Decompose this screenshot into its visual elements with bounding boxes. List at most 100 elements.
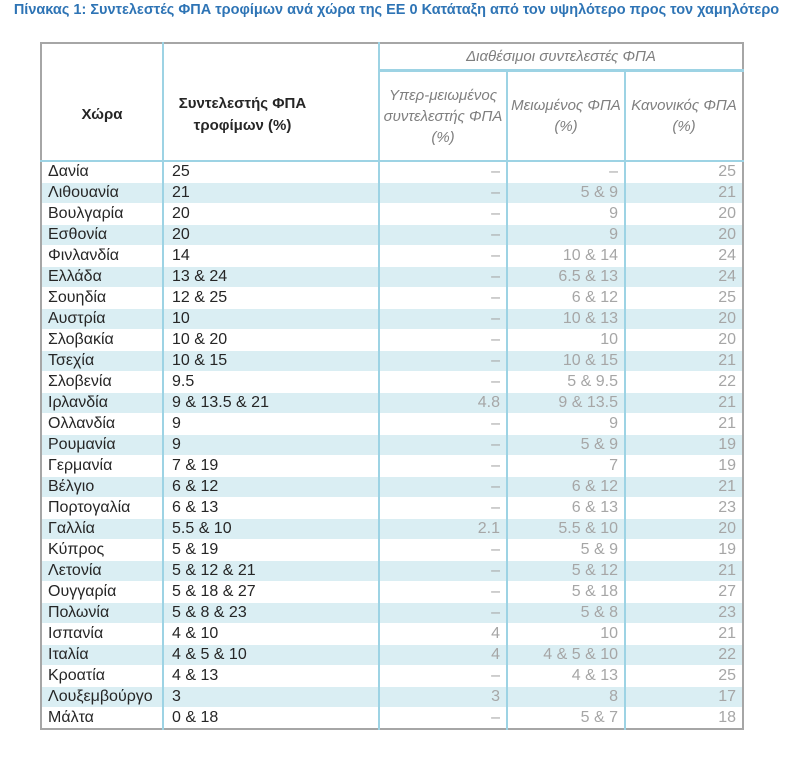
reduced-cell: 10 & 15 xyxy=(507,350,626,372)
food-rate-cell: 6 & 12 xyxy=(162,476,321,498)
standard-cell: 21 xyxy=(625,623,744,645)
super-reduced-cell: – xyxy=(378,161,508,183)
reduced-cell: 6 & 13 xyxy=(507,497,626,519)
food-rate-column-header: Συντελεστής ΦΠΑ τροφίμων (%) xyxy=(162,70,321,162)
reduced-column-header: Μειωμένος ΦΠΑ (%) xyxy=(507,70,626,162)
table-row: Ρουμανία 9 –5 & 9 19 xyxy=(41,434,744,456)
table-row: Γερμανία 7 & 19 –7 19 xyxy=(41,455,744,477)
standard-cell: 20 xyxy=(625,329,744,351)
super-reduced-cell: – xyxy=(378,497,508,519)
country-cell: Μάλτα xyxy=(41,707,163,730)
food-rate-cell: 13 & 24 xyxy=(162,266,321,288)
table-row: Δανία 25– –25 xyxy=(41,161,744,183)
table-row: Σουηδία 12 & 25 –6 & 12 25 xyxy=(41,287,744,309)
table-row: Ισπανία 4 & 10 4 10 21 xyxy=(41,623,744,645)
super-reduced-cell: – xyxy=(378,455,508,477)
standard-cell: 20 xyxy=(625,224,744,246)
table-row: Ελλάδα 13 & 24 –6.5 & 13 24 xyxy=(41,266,744,288)
super-reduced-cell: – xyxy=(378,287,508,309)
super-reduced-cell: 2.1 xyxy=(378,518,508,540)
table-row: Ολλανδία 9–9 21 xyxy=(41,413,744,435)
spacer-cell xyxy=(321,434,379,456)
reduced-cell: 5 & 8 xyxy=(507,602,626,624)
table-row: Πορτογαλία 6 & 13–6 & 13 23 xyxy=(41,497,744,519)
reduced-cell: 10 & 14 xyxy=(507,245,626,267)
country-cell: Φινλανδία xyxy=(41,245,163,267)
country-cell: Κύπρος xyxy=(41,539,163,561)
country-cell: Λετονία xyxy=(41,560,163,582)
reduced-cell: 9 & 13.5 xyxy=(507,392,626,414)
available-rates-group-header: Διαθέσιμοι συντελεστές ΦΠΑ xyxy=(378,43,744,72)
food-rate-cell: 9 & 13.5 & 21 xyxy=(162,392,321,414)
reduced-cell: 4 & 5 & 10 xyxy=(507,644,626,666)
super-reduced-cell: – xyxy=(378,203,508,225)
reduced-cell: – xyxy=(507,161,626,183)
food-rate-cell: 9.5 xyxy=(162,371,321,393)
standard-cell: 20 xyxy=(625,518,744,540)
spacer-cell xyxy=(321,560,379,582)
food-rate-cell: 5 & 12 & 21 xyxy=(162,560,321,582)
spacer-column-header xyxy=(321,70,379,162)
spacer-cell xyxy=(321,707,379,730)
standard-cell: 19 xyxy=(625,539,744,561)
standard-cell: 19 xyxy=(625,434,744,456)
country-cell: Βέλγιο xyxy=(41,476,163,498)
standard-cell: 27 xyxy=(625,581,744,603)
table-row: Κύπρος 5 & 19 –5 & 9 19 xyxy=(41,539,744,561)
reduced-cell: 6 & 12 xyxy=(507,287,626,309)
country-cell: Πορτογαλία xyxy=(41,497,163,519)
standard-cell: 24 xyxy=(625,266,744,288)
food-rate-cell: 3 xyxy=(162,686,321,708)
super-reduced-column-header: Υπερ-μειωμένος συντελεστής ΦΠΑ (%) xyxy=(378,70,508,162)
table-row: Γαλλία 5.5 & 10 2.1 5.5 & 10 20 xyxy=(41,518,744,540)
spacer-cell xyxy=(321,623,379,645)
super-reduced-cell: – xyxy=(378,245,508,267)
table-row: Εσθονία 20–9 20 xyxy=(41,224,744,246)
country-cell: Πολωνία xyxy=(41,602,163,624)
table-row: Ιταλία 4 & 5 & 10 4 4 & 5 & 10 22 xyxy=(41,644,744,666)
table-row: Σλοβενία 9.5 –5 & 9.5 22 xyxy=(41,371,744,393)
reduced-cell: 6 & 12 xyxy=(507,476,626,498)
country-cell: Ουγγαρία xyxy=(41,581,163,603)
super-reduced-cell: – xyxy=(378,308,508,330)
food-rate-cell: 10 xyxy=(162,308,321,330)
table-row: Κροατία 4 & 13–4 & 13 25 xyxy=(41,665,744,687)
food-rate-cell: 9 xyxy=(162,434,321,456)
spacer-cell xyxy=(321,224,379,246)
country-cell: Βουλγαρία xyxy=(41,203,163,225)
super-reduced-cell: – xyxy=(378,224,508,246)
reduced-cell: 5 & 18 xyxy=(507,581,626,603)
country-cell: Αυστρία xyxy=(41,308,163,330)
food-rate-cell: 6 & 13 xyxy=(162,497,321,519)
country-column-header: Χώρα xyxy=(41,70,163,162)
table-row: Φινλανδία 14 –10 & 14 24 xyxy=(41,245,744,267)
spacer-cell xyxy=(321,686,379,708)
reduced-cell: 9 xyxy=(507,203,626,225)
spacer-cell xyxy=(321,665,379,687)
reduced-cell: 10 & 13 xyxy=(507,308,626,330)
table-row: Ουγγαρία 5 & 18 & 27 –5 & 18 27 xyxy=(41,581,744,603)
table-row: Βέλγιο 6 & 12–6 & 12 21 xyxy=(41,476,744,498)
standard-cell: 23 xyxy=(625,497,744,519)
country-cell: Γερμανία xyxy=(41,455,163,477)
spacer-cell xyxy=(321,497,379,519)
super-reduced-cell: 4 xyxy=(378,644,508,666)
country-cell: Ισπανία xyxy=(41,623,163,645)
spacer-cell xyxy=(321,392,379,414)
super-reduced-cell: – xyxy=(378,581,508,603)
spacer-cell xyxy=(321,203,379,225)
super-reduced-cell: 4 xyxy=(378,623,508,645)
standard-cell: 24 xyxy=(625,245,744,267)
reduced-cell: 9 xyxy=(507,413,626,435)
super-reduced-cell: – xyxy=(378,560,508,582)
food-rate-cell: 5.5 & 10 xyxy=(162,518,321,540)
spacer-cell xyxy=(321,518,379,540)
country-cell: Ιταλία xyxy=(41,644,163,666)
reduced-cell: 7 xyxy=(507,455,626,477)
table-row: Μάλτα 0 & 18 –5 & 7 18 xyxy=(41,707,744,730)
food-rate-cell: 14 xyxy=(162,245,321,267)
standard-cell: 21 xyxy=(625,392,744,414)
spacer-cell xyxy=(321,602,379,624)
standard-cell: 18 xyxy=(625,707,744,730)
food-rate-cell: 21 xyxy=(162,182,321,204)
